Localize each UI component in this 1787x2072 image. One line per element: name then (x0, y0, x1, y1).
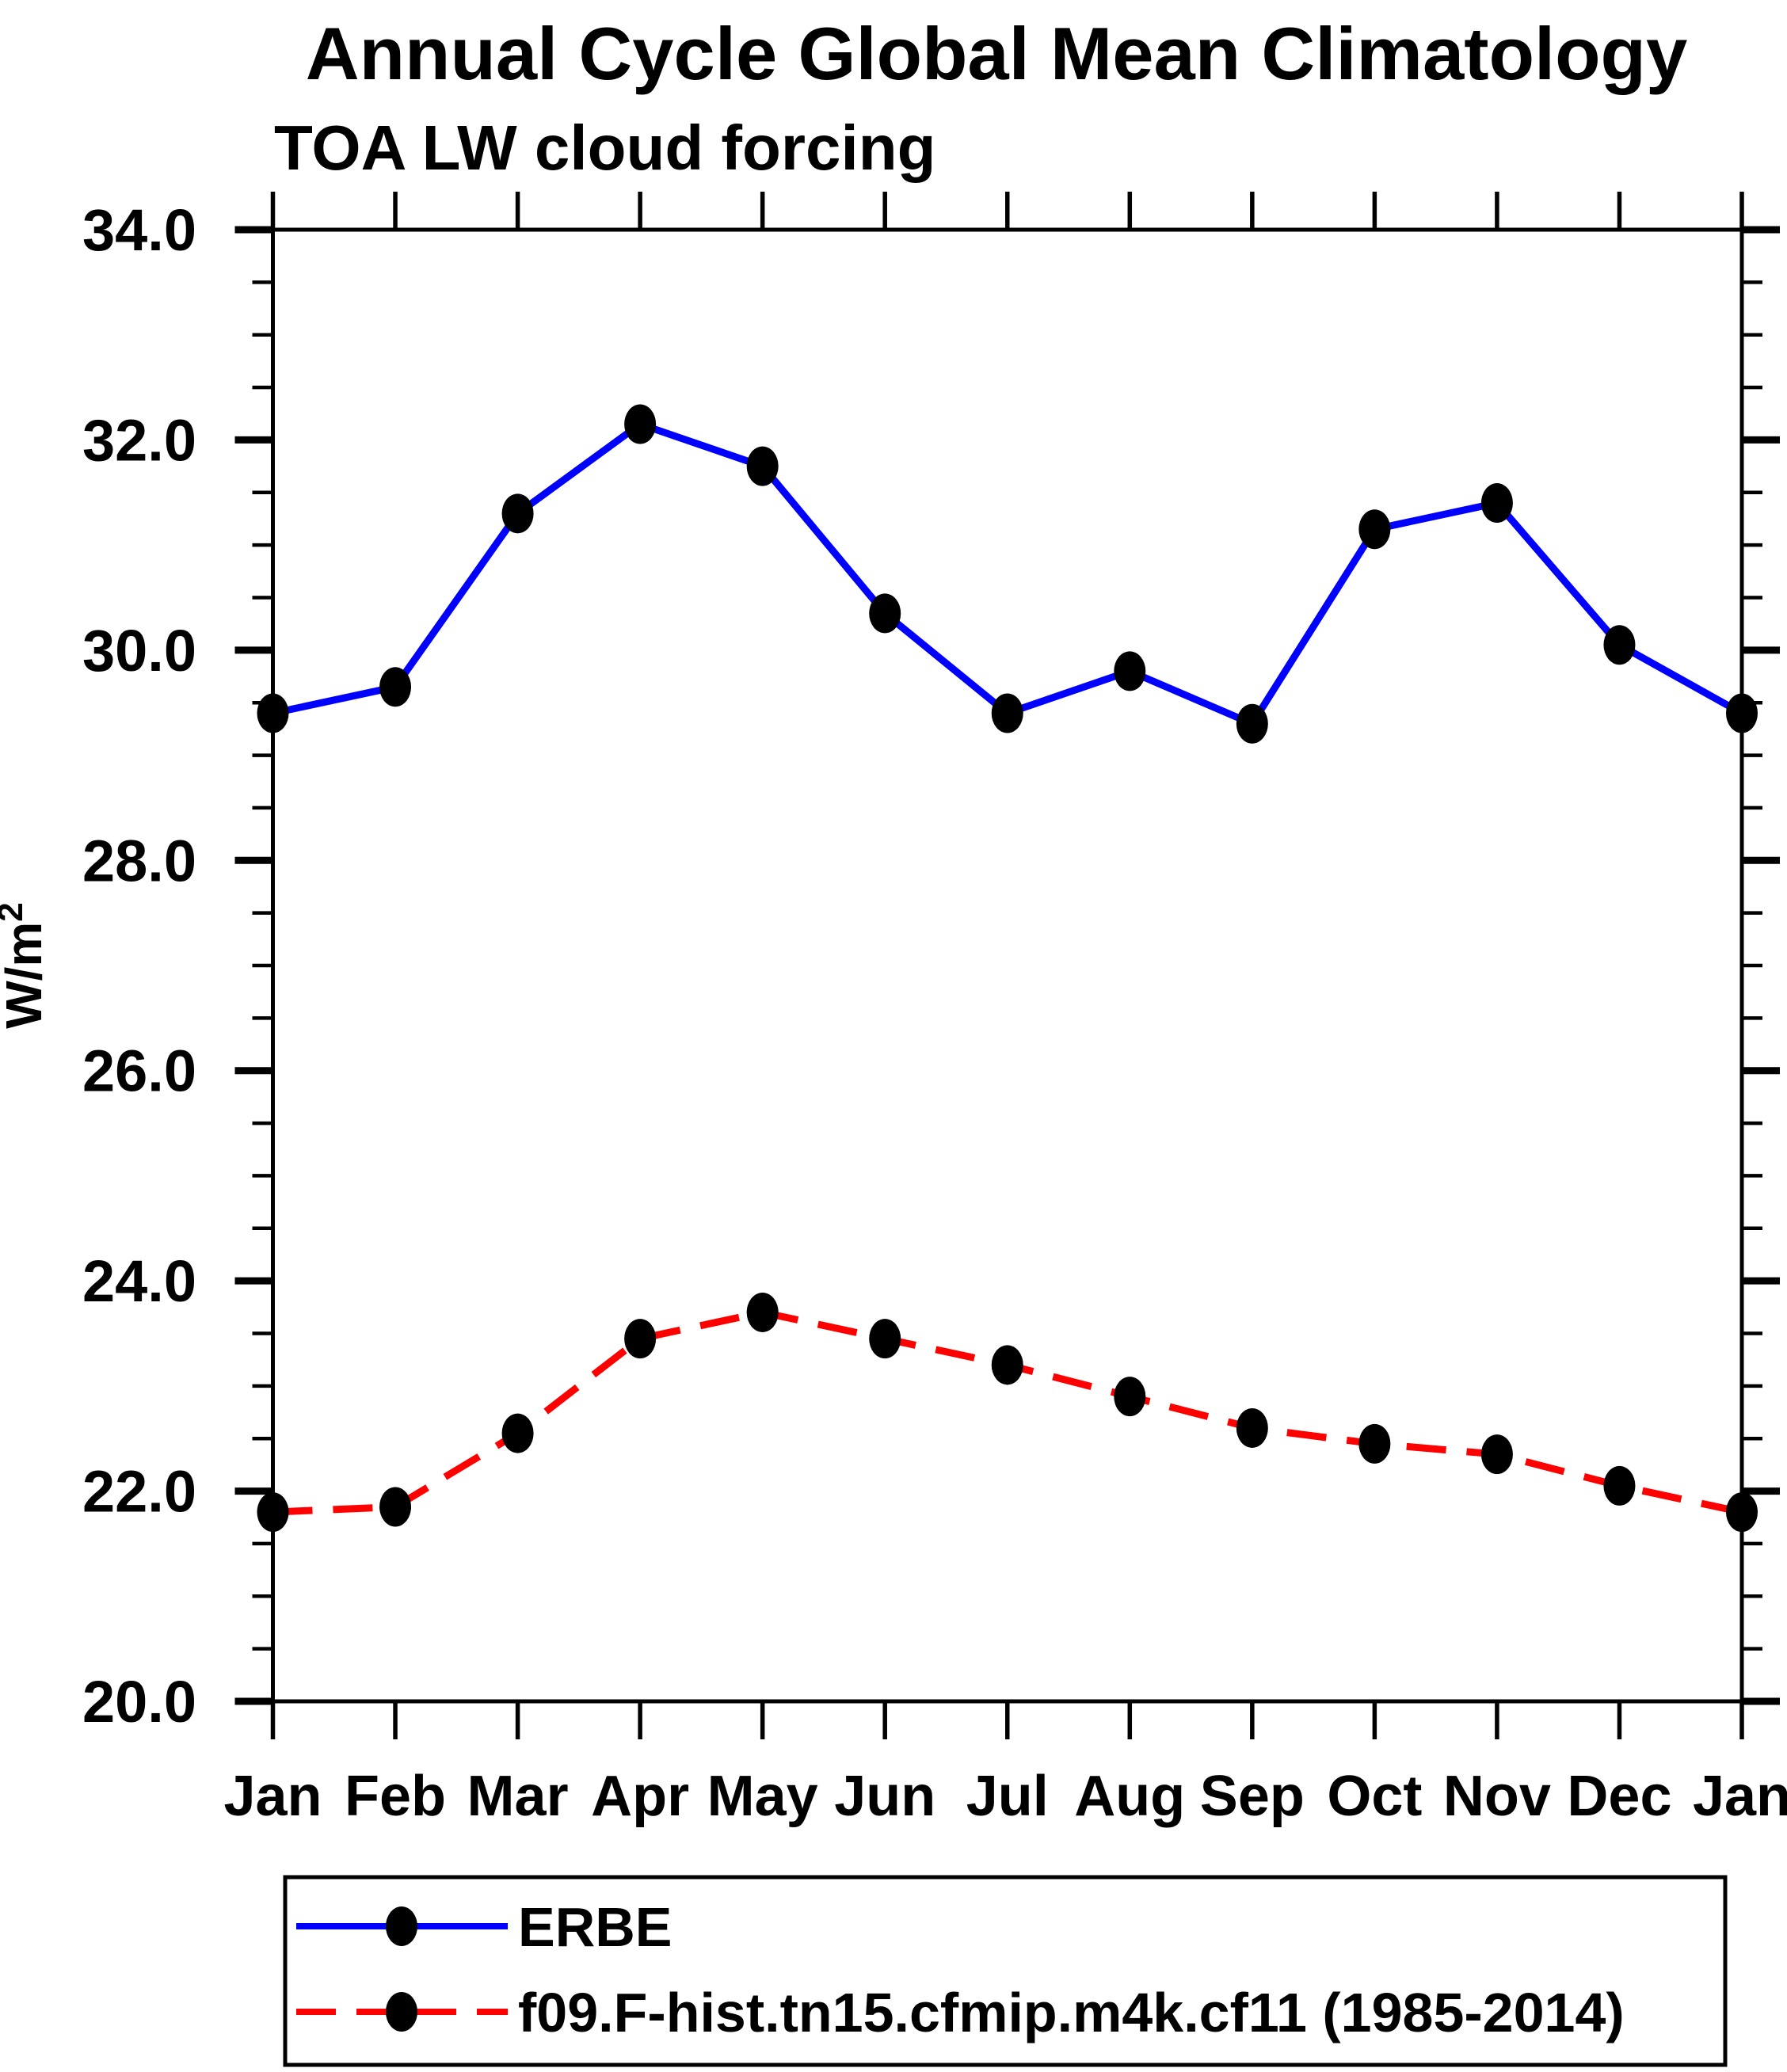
y-tick-label: 26.0 (82, 1038, 196, 1104)
y-tick-label: 24.0 (82, 1248, 196, 1314)
data-point-marker (746, 1292, 779, 1332)
data-point-marker (1358, 509, 1391, 550)
x-tick-label: Dec (1567, 1765, 1671, 1828)
data-point-marker (746, 446, 779, 486)
plot-frame-and-ticks (234, 192, 1780, 1739)
data-point-marker (1480, 483, 1513, 524)
data-point-marker (1114, 1377, 1146, 1417)
y-tick-label: 22.0 (82, 1459, 196, 1525)
x-tick-label: Mar (467, 1765, 569, 1828)
x-tick-label: Aug (1074, 1765, 1185, 1828)
legend-border (283, 1875, 1728, 2067)
legend: ERBE f09.F-hist.tn15.cfmip.m4k.cf11 (198… (283, 1875, 1728, 2067)
x-tick-label: Jul (966, 1765, 1049, 1828)
data-point-marker (1726, 1492, 1758, 1533)
data-point-marker (379, 667, 412, 707)
x-tick-label: Jan (1693, 1765, 1787, 1828)
data-point-marker (1480, 1434, 1513, 1475)
x-tick-label: Nov (1443, 1765, 1551, 1828)
data-series (257, 404, 1758, 1533)
x-tick-label: Sep (1200, 1765, 1305, 1828)
legend-label-erbe: ERBE (518, 1896, 672, 1958)
data-point-marker (1603, 1465, 1636, 1506)
y-tick-label: 28.0 (82, 828, 196, 893)
data-point-marker (991, 693, 1023, 733)
data-point-marker (624, 1319, 657, 1359)
data-point-marker (869, 593, 901, 634)
data-point-marker (501, 493, 534, 534)
plot-frame (271, 227, 1744, 1704)
data-point-marker (869, 1319, 901, 1359)
x-tick-label: Oct (1327, 1765, 1422, 1828)
data-point-marker (1236, 703, 1268, 744)
data-point-marker (1114, 651, 1146, 691)
x-tick-label: Jun (834, 1765, 935, 1828)
y-tick-label: 34.0 (82, 197, 196, 263)
data-point-marker (257, 1492, 289, 1533)
data-point-marker (1236, 1407, 1268, 1448)
chart-subtitle: TOA LW cloud forcing (274, 112, 936, 183)
series-line-erbe (272, 420, 1744, 729)
series-line-f09 (272, 1308, 1743, 1516)
x-tick-label: Jan (223, 1765, 322, 1828)
data-point-marker (624, 404, 657, 444)
y-tick-label: 20.0 (82, 1669, 196, 1735)
y-axis-label: W/m2 (0, 902, 52, 1029)
y-tick-label: 32.0 (82, 407, 196, 473)
x-tick-label: Apr (591, 1765, 689, 1828)
data-point-marker (1603, 625, 1636, 665)
legend-marker-erbe (386, 1906, 417, 1946)
y-tick-label: 30.0 (82, 618, 196, 684)
chart-title: Annual Cycle Global Mean Climatology (306, 12, 1688, 95)
legend-marker-f09 (386, 1992, 417, 2032)
data-point-marker (257, 693, 289, 733)
x-tick-label: May (707, 1765, 818, 1828)
y-axis-tick-labels: 20.0 22.0 24.0 26.0 28.0 30.0 32.0 34.0 (82, 197, 196, 1735)
data-point-marker (1358, 1423, 1391, 1464)
data-point-marker (1726, 693, 1758, 733)
legend-label-f09: f09.F-hist.tn15.cfmip.m4k.cf11 (1985-201… (518, 1982, 1625, 2043)
data-point-marker (501, 1413, 534, 1453)
data-point-marker (991, 1345, 1023, 1385)
x-tick-label: Feb (345, 1765, 446, 1828)
data-point-marker (379, 1487, 412, 1527)
legend-item-erbe: ERBE (296, 1896, 672, 1958)
legend-item-f09: f09.F-hist.tn15.cfmip.m4k.cf11 (1985-201… (296, 1982, 1625, 2043)
x-axis-month-labels: Jan Feb Mar Apr May Jun Jul Aug Sep Oct Nov Dec Jan (223, 1765, 1787, 1828)
